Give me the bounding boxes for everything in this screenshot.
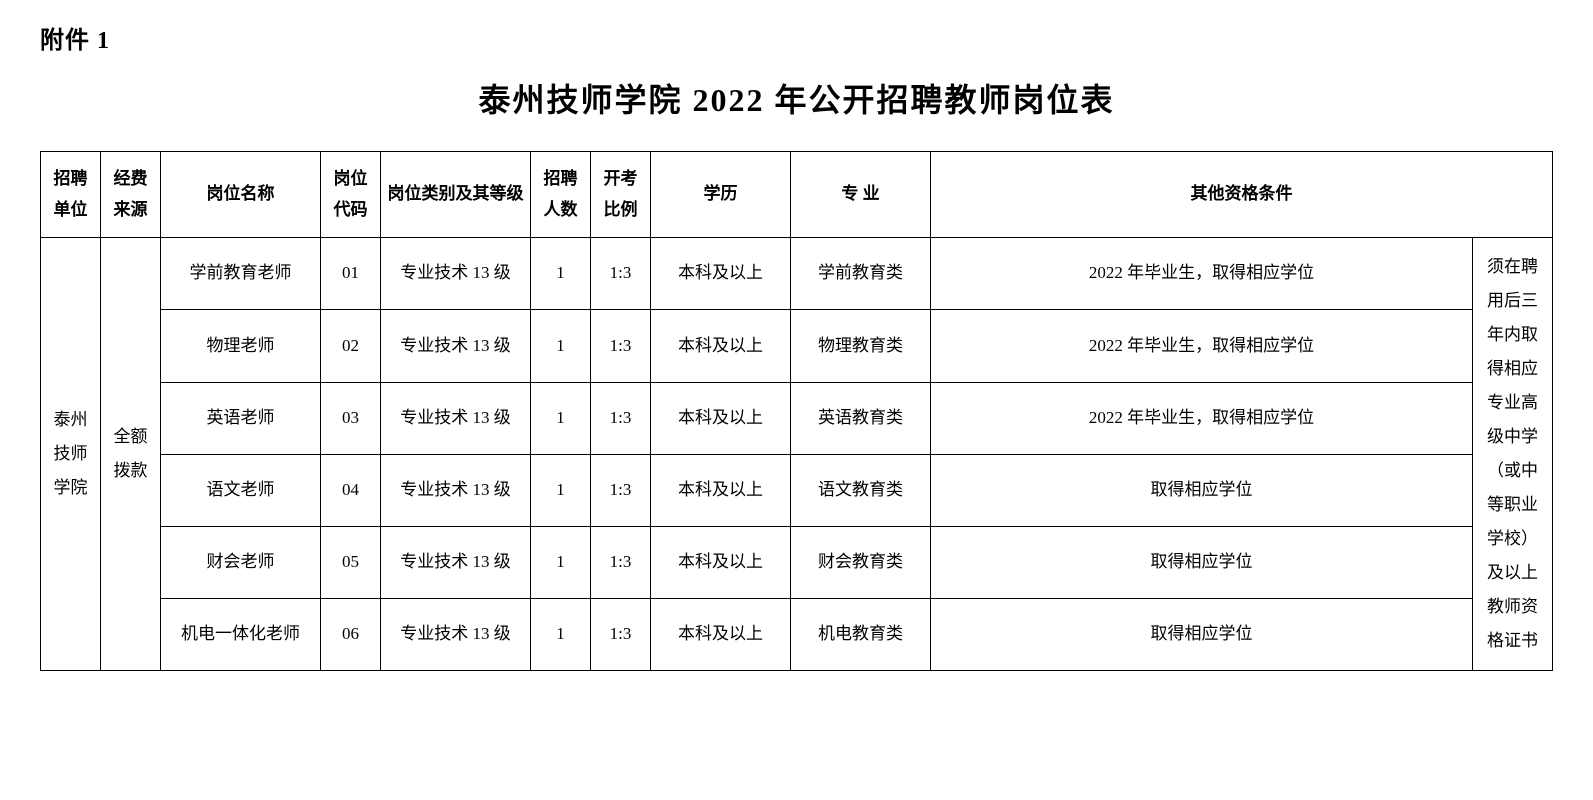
cell-count: 1 xyxy=(531,310,591,382)
cell-position: 财会老师 xyxy=(161,526,321,598)
cell-count: 1 xyxy=(531,382,591,454)
cell-other: 2022 年毕业生，取得相应学位 xyxy=(931,382,1473,454)
cell-major: 物理教育类 xyxy=(791,310,931,382)
header-count: 招聘人数 xyxy=(531,152,591,238)
cell-major: 学前教育类 xyxy=(791,238,931,310)
cell-count: 1 xyxy=(531,598,591,670)
header-position-name: 岗位名称 xyxy=(161,152,321,238)
cell-count: 1 xyxy=(531,526,591,598)
header-major: 专 业 xyxy=(791,152,931,238)
cell-major: 财会教育类 xyxy=(791,526,931,598)
cell-position: 物理老师 xyxy=(161,310,321,382)
cell-ratio: 1:3 xyxy=(591,598,651,670)
cell-major: 英语教育类 xyxy=(791,382,931,454)
cell-position: 英语老师 xyxy=(161,382,321,454)
cell-ratio: 1:3 xyxy=(591,526,651,598)
cell-category: 专业技术 13 级 xyxy=(381,454,531,526)
cell-category: 专业技术 13 级 xyxy=(381,310,531,382)
table-row: 英语老师 03 专业技术 13 级 1 1:3 本科及以上 英语教育类 2022… xyxy=(41,382,1553,454)
cell-count: 1 xyxy=(531,454,591,526)
cell-category: 专业技术 13 级 xyxy=(381,382,531,454)
cell-ratio: 1:3 xyxy=(591,310,651,382)
cell-code: 04 xyxy=(321,454,381,526)
attachment-label: 附件 1 xyxy=(40,20,1553,55)
cell-position: 学前教育老师 xyxy=(161,238,321,310)
cell-category: 专业技术 13 级 xyxy=(381,598,531,670)
cell-other: 2022 年毕业生，取得相应学位 xyxy=(931,238,1473,310)
cell-other: 取得相应学位 xyxy=(931,454,1473,526)
table-row: 泰州技师学院 全额拨款 学前教育老师 01 专业技术 13 级 1 1:3 本科… xyxy=(41,238,1553,310)
cell-education: 本科及以上 xyxy=(651,454,791,526)
cell-funding: 全额拨款 xyxy=(101,238,161,671)
cell-extra-requirement: 须在聘用后三年内取得相应专业高级中学（或中等职业学校）及以上教师资格证书 xyxy=(1473,238,1553,671)
header-funding: 经费来源 xyxy=(101,152,161,238)
cell-code: 01 xyxy=(321,238,381,310)
table-row: 机电一体化老师 06 专业技术 13 级 1 1:3 本科及以上 机电教育类 取… xyxy=(41,598,1553,670)
cell-education: 本科及以上 xyxy=(651,526,791,598)
recruitment-table: 招聘单位 经费来源 岗位名称 岗位代码 岗位类别及其等级 招聘人数 开考比例 学… xyxy=(40,151,1553,671)
header-category: 岗位类别及其等级 xyxy=(381,152,531,238)
header-education: 学历 xyxy=(651,152,791,238)
cell-major: 机电教育类 xyxy=(791,598,931,670)
header-position-code: 岗位代码 xyxy=(321,152,381,238)
cell-code: 06 xyxy=(321,598,381,670)
cell-other: 2022 年毕业生，取得相应学位 xyxy=(931,310,1473,382)
cell-education: 本科及以上 xyxy=(651,598,791,670)
cell-education: 本科及以上 xyxy=(651,238,791,310)
cell-other: 取得相应学位 xyxy=(931,598,1473,670)
cell-code: 03 xyxy=(321,382,381,454)
table-row: 物理老师 02 专业技术 13 级 1 1:3 本科及以上 物理教育类 2022… xyxy=(41,310,1553,382)
cell-position: 机电一体化老师 xyxy=(161,598,321,670)
cell-unit: 泰州技师学院 xyxy=(41,238,101,671)
table-row: 财会老师 05 专业技术 13 级 1 1:3 本科及以上 财会教育类 取得相应… xyxy=(41,526,1553,598)
cell-code: 02 xyxy=(321,310,381,382)
cell-category: 专业技术 13 级 xyxy=(381,238,531,310)
table-header-row: 招聘单位 经费来源 岗位名称 岗位代码 岗位类别及其等级 招聘人数 开考比例 学… xyxy=(41,152,1553,238)
table-row: 语文老师 04 专业技术 13 级 1 1:3 本科及以上 语文教育类 取得相应… xyxy=(41,454,1553,526)
cell-position: 语文老师 xyxy=(161,454,321,526)
cell-ratio: 1:3 xyxy=(591,454,651,526)
page-title: 泰州技师学院 2022 年公开招聘教师岗位表 xyxy=(40,75,1553,121)
header-other-qualifications: 其他资格条件 xyxy=(931,152,1553,238)
cell-education: 本科及以上 xyxy=(651,382,791,454)
cell-ratio: 1:3 xyxy=(591,238,651,310)
cell-count: 1 xyxy=(531,238,591,310)
cell-ratio: 1:3 xyxy=(591,382,651,454)
cell-education: 本科及以上 xyxy=(651,310,791,382)
cell-code: 05 xyxy=(321,526,381,598)
header-ratio: 开考比例 xyxy=(591,152,651,238)
header-unit: 招聘单位 xyxy=(41,152,101,238)
cell-other: 取得相应学位 xyxy=(931,526,1473,598)
cell-major: 语文教育类 xyxy=(791,454,931,526)
cell-category: 专业技术 13 级 xyxy=(381,526,531,598)
